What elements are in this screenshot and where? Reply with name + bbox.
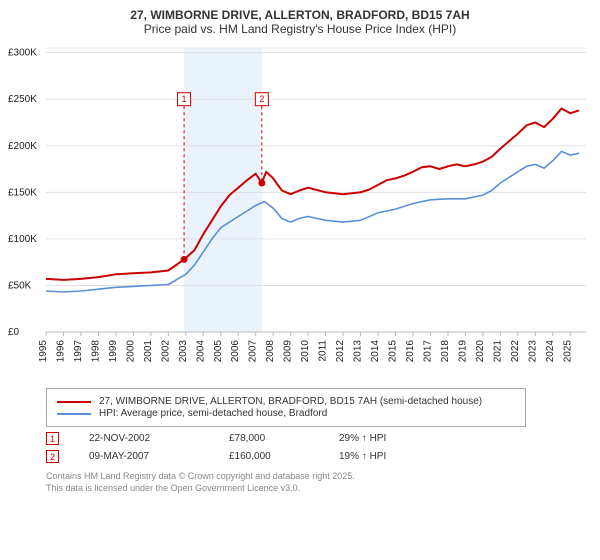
footer-attribution: Contains HM Land Registry data © Crown c… [46,471,592,494]
marker-row: 2 09-MAY-2007 £160,000 19% ↑ HPI [46,450,592,463]
title-line-2: Price paid vs. HM Land Registry's House … [8,22,592,36]
sale-markers-table: 1 22-NOV-2002 £78,000 29% ↑ HPI 2 09-MAY… [46,432,592,463]
marker-price: £78,000 [229,433,339,444]
svg-text:2018: 2018 [440,340,451,363]
svg-text:2012: 2012 [335,340,346,363]
footer-line-1: Contains HM Land Registry data © Crown c… [46,471,592,483]
svg-text:2025: 2025 [562,340,573,363]
chart-container: £0 £50K £100K £150K £200K £250K £300K 1995 1996 1… [8,42,592,382]
svg-text:2019: 2019 [457,340,468,363]
legend-row-price-paid: 27, WIMBORNE DRIVE, ALLERTON, BRADFORD, … [57,396,515,407]
svg-text:2023: 2023 [527,340,538,363]
svg-text:2006: 2006 [230,340,241,363]
svg-text:2013: 2013 [353,340,364,363]
svg-text:£300K: £300K [8,48,37,59]
svg-text:£200K: £200K [8,141,37,152]
legend-box: 27, WIMBORNE DRIVE, ALLERTON, BRADFORD, … [46,388,526,427]
svg-text:£150K: £150K [8,187,37,198]
svg-text:2002: 2002 [160,340,171,363]
svg-text:2022: 2022 [510,340,521,363]
marker-delta: 19% ↑ HPI [339,451,386,462]
marker-badge-icon: 1 [46,432,59,445]
svg-text:2009: 2009 [283,340,294,363]
svg-text:£100K: £100K [8,234,37,245]
svg-text:2007: 2007 [248,340,259,363]
svg-text:2017: 2017 [422,340,433,363]
svg-text:2010: 2010 [300,340,311,363]
svg-text:2021: 2021 [492,340,503,363]
svg-text:2024: 2024 [545,340,556,363]
svg-text:2016: 2016 [405,340,416,363]
legend-swatch-price-paid [57,401,91,403]
svg-text:2003: 2003 [178,340,189,363]
svg-text:2001: 2001 [143,340,154,363]
svg-text:1999: 1999 [108,340,119,363]
svg-text:£50K: £50K [8,280,32,291]
chart-title-block: 27, WIMBORNE DRIVE, ALLERTON, BRADFORD, … [8,8,592,36]
svg-text:1: 1 [182,94,187,104]
svg-text:1998: 1998 [90,340,101,363]
svg-text:1996: 1996 [55,340,66,363]
svg-text:2011: 2011 [318,340,329,362]
svg-text:1997: 1997 [73,340,84,363]
svg-text:2: 2 [259,94,264,104]
marker-delta: 29% ↑ HPI [339,433,386,444]
svg-text:2015: 2015 [388,340,399,363]
marker-row: 1 22-NOV-2002 £78,000 29% ↑ HPI [46,432,592,445]
svg-text:2000: 2000 [125,340,136,363]
svg-text:2020: 2020 [475,340,486,363]
marker-date: 09-MAY-2007 [89,451,229,462]
legend-swatch-hpi [57,413,91,415]
svg-text:2014: 2014 [370,340,381,363]
legend-row-hpi: HPI: Average price, semi-detached house,… [57,408,515,419]
svg-text:2005: 2005 [213,340,224,363]
marker-date: 22-NOV-2002 [89,433,229,444]
svg-text:2008: 2008 [265,340,276,363]
svg-text:£250K: £250K [8,94,37,105]
footer-line-2: This data is licensed under the Open Gov… [46,483,592,495]
title-line-1: 27, WIMBORNE DRIVE, ALLERTON, BRADFORD, … [8,8,592,22]
legend-label-hpi: HPI: Average price, semi-detached house,… [99,408,327,419]
marker-badge-icon: 2 [46,450,59,463]
svg-text:1995: 1995 [38,340,49,363]
svg-text:£0: £0 [8,327,20,338]
price-history-chart: £0 £50K £100K £150K £200K £250K £300K 1995 1996 1… [8,42,592,382]
legend-label-price-paid: 27, WIMBORNE DRIVE, ALLERTON, BRADFORD, … [99,396,482,407]
svg-text:2004: 2004 [195,340,206,363]
marker-price: £160,000 [229,451,339,462]
